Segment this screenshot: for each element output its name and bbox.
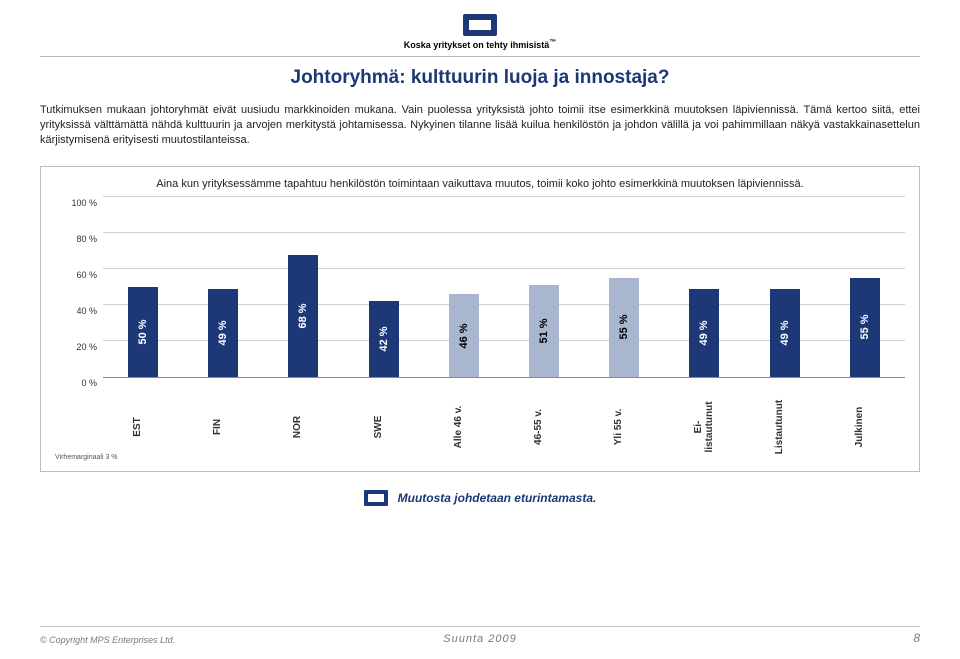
x-tick-label: Alle 46 v.	[453, 387, 475, 467]
suunta-label: Suunta 2009	[443, 633, 516, 645]
x-tick-label: Yli 55 v.	[613, 387, 635, 467]
bar: 42 %	[369, 301, 399, 377]
x-tick-label: FIN	[212, 387, 234, 467]
intro-paragraph: Tutkimuksen mukaan johtoryhmät eivät uus…	[40, 103, 920, 148]
x-tick-label: SWE	[373, 387, 395, 467]
x-tick-label: EST	[132, 387, 154, 467]
bar: 50 %	[128, 287, 158, 377]
y-tick: 100 %	[71, 198, 97, 208]
copyright: © Copyright MPS Enterprises Ltd.	[40, 635, 175, 645]
y-tick: 60 %	[76, 270, 97, 280]
x-tick-label: 46-55 v.	[533, 387, 555, 467]
y-axis: 0 %20 %40 %60 %80 %100 %	[55, 198, 103, 378]
bar-value-label: 49 %	[217, 320, 229, 345]
callout-row: Muutosta johdetaan eturintamasta.	[40, 490, 920, 506]
header-rule	[40, 56, 920, 57]
footer-rule	[40, 626, 920, 627]
callout-text: Muutosta johdetaan eturintamasta.	[398, 491, 597, 505]
bar-value-label: 49 %	[698, 320, 710, 345]
y-tick: 0 %	[81, 378, 97, 388]
bar-value-label: 42 %	[378, 327, 390, 352]
bar: 51 %	[529, 285, 559, 377]
bar-value-label: 51 %	[538, 318, 550, 343]
bar: 49 %	[689, 289, 719, 377]
x-axis-wrap: ESTFINNORSWEAlle 46 v.46-55 v.Yli 55 v.E…	[55, 378, 905, 456]
x-axis: ESTFINNORSWEAlle 46 v.46-55 v.Yli 55 v.E…	[103, 378, 905, 438]
y-tick: 20 %	[76, 342, 97, 352]
bar-value-label: 50 %	[137, 319, 149, 344]
bar: 55 %	[850, 278, 880, 377]
bar: 46 %	[449, 294, 479, 377]
page-number: 8	[913, 631, 920, 645]
bar-value-label: 55 %	[618, 315, 630, 340]
bar-row: 50 % 49 % 68 % 42 % 46 % 51 % 55 % 49 % 49 % 55 %	[103, 198, 905, 377]
x-tick-label: Julkinen	[854, 387, 876, 467]
x-tick-label: Listautunut	[774, 387, 796, 467]
page-title: Johtoryhmä: kulttuurin luoja ja innostaj…	[40, 67, 920, 89]
gridline	[103, 196, 905, 197]
mps-logo	[463, 14, 497, 36]
x-tick-label: NOR	[293, 387, 315, 467]
chart-title: Aina kun yrityksessämme tapahtuu henkilö…	[55, 177, 905, 192]
bar-value-label: 46 %	[458, 323, 470, 348]
chart-container: Aina kun yrityksessämme tapahtuu henkilö…	[40, 166, 920, 472]
bar: 55 %	[609, 278, 639, 377]
bars-area: 50 % 49 % 68 % 42 % 46 % 51 % 55 % 49 % 49 % 55 %	[103, 198, 905, 378]
y-tick: 80 %	[76, 234, 97, 244]
brand-tagline: Koska yritykset on tehty ihmisistä™	[404, 39, 557, 50]
y-tick: 40 %	[76, 306, 97, 316]
slide-page: Koska yritykset on tehty ihmisistä™ Joht…	[0, 0, 960, 659]
bar-value-label: 55 %	[859, 315, 871, 340]
header-logo-block: Koska yritykset on tehty ihmisistä™	[40, 14, 920, 50]
bar-value-label: 49 %	[779, 320, 791, 345]
bar: 68 %	[288, 255, 318, 377]
x-tick-label: Ei-listautunut	[694, 387, 716, 467]
mps-logo-small	[364, 490, 388, 506]
bar: 49 %	[208, 289, 238, 377]
bar: 49 %	[770, 289, 800, 377]
chart-plot: 0 %20 %40 %60 %80 %100 % 50 %49 %68 %42 …	[55, 198, 905, 378]
bar-value-label: 68 %	[297, 303, 309, 328]
